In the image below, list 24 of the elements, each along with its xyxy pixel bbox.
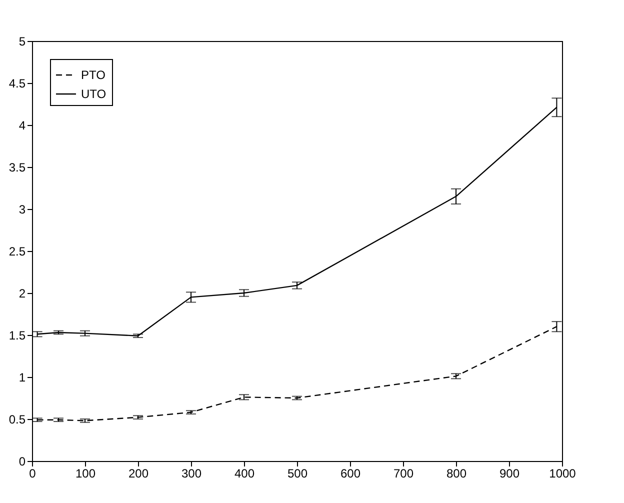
- y-tick-label: 1.5: [8, 328, 26, 342]
- y-tick-label: 3: [18, 202, 26, 216]
- x-tick-label: 900: [499, 466, 520, 480]
- x-tick-label: 700: [393, 466, 414, 480]
- y-tick-label: 4.5: [8, 76, 26, 90]
- y-tick-label: 5: [18, 34, 26, 48]
- x-tick-label: 300: [181, 466, 202, 480]
- x-tick-label: 0: [29, 466, 36, 480]
- x-tick-label: 200: [128, 466, 149, 480]
- y-tick-label: 1: [18, 370, 26, 384]
- y-tick-label: 3.5: [8, 160, 26, 174]
- x-tick-label: 1000: [549, 466, 576, 480]
- x-tick-label: 600: [340, 466, 361, 480]
- y-tick-label: 2: [18, 286, 26, 300]
- y-tick-label: 2.5: [8, 244, 26, 258]
- x-tick-label: 100: [75, 466, 96, 480]
- x-tick-label: 400: [234, 466, 255, 480]
- legend-label: PTO: [81, 68, 106, 82]
- y-tick-label: 0.5: [8, 412, 26, 426]
- x-tick-label: 800: [446, 466, 467, 480]
- y-tick-label: 0: [18, 454, 26, 468]
- y-tick-label: 4: [18, 118, 26, 132]
- x-tick-label: 500: [287, 466, 308, 480]
- legend-label: UTO: [81, 87, 106, 101]
